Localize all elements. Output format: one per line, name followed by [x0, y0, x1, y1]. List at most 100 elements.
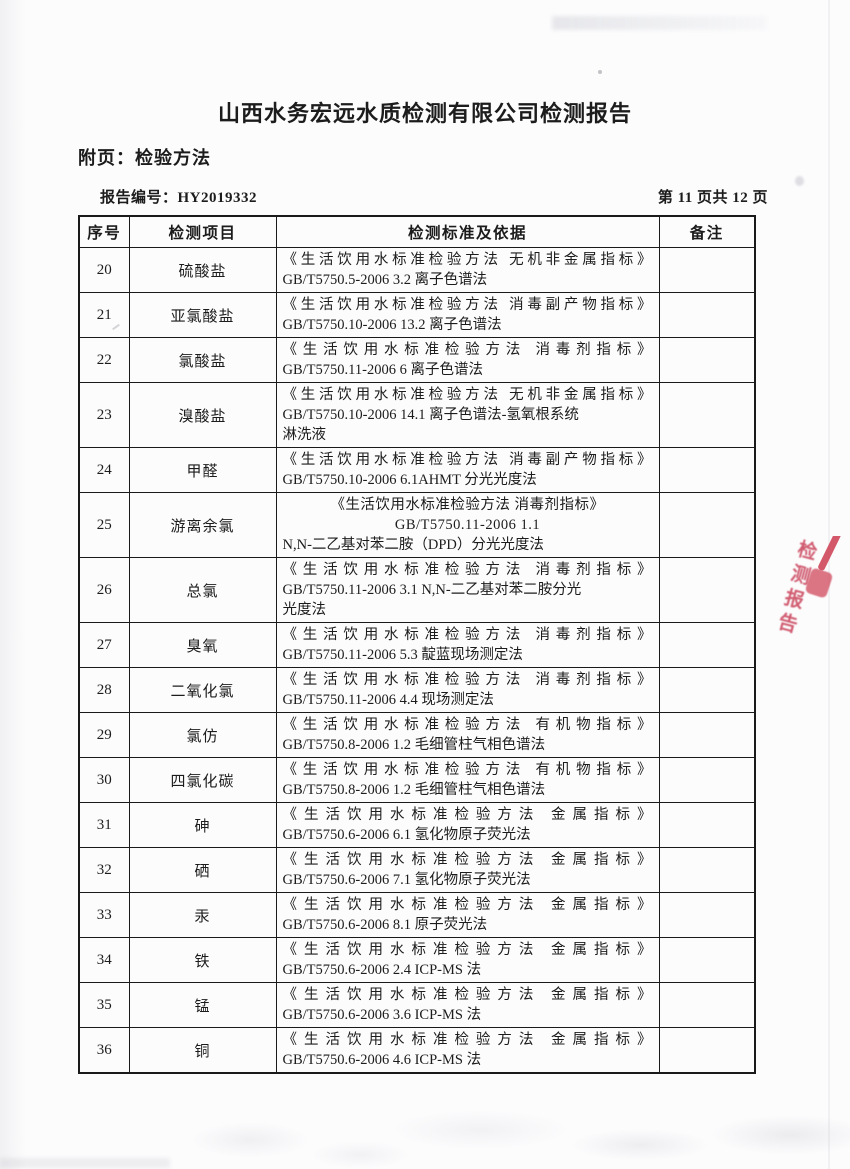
test-item-cell: 锰: [128, 982, 277, 1028]
note-cell: [658, 757, 756, 803]
test-item-cell: 臭氧: [128, 622, 277, 668]
standard-line: GB/T5750.6-2006 2.4 ICP-MS 法: [282, 962, 482, 978]
test-item-cell: 氯仿: [128, 712, 277, 758]
page-indicator: 第 11 页共 12 页: [657, 190, 768, 206]
table-row: 27 臭氧 《生活饮用水标准检验方法 消毒剂指标》 GB/T5750.11-2006 …: [78, 622, 756, 668]
row-number-cell: 26: [78, 557, 130, 623]
note-cell: [658, 667, 756, 713]
meta-row: 报告编号：HY2019332 第 11 页共 12 页: [78, 186, 768, 207]
table-row: 34 铁《生活饮用水标准检验方法 金属指标》 GB/T5750.6-2006 2.4…: [78, 937, 756, 983]
table-row: 29 氯仿 《生活饮用水标准检验方法 有机物指标》 GB/T5750.8-2006 1…: [78, 712, 756, 758]
row-number-cell: 36: [78, 1027, 130, 1074]
scan-smudge-bottom: [0, 1158, 170, 1168]
note-cell: [658, 247, 756, 293]
standard-line: 《生活饮用水标准检验方法 金属指标》: [282, 987, 653, 1003]
table-row: 35 锰《生活饮用水标准检验方法 金属指标》 GB/T5750.6-2006 3.6…: [78, 982, 756, 1028]
standard-line: GB/T5750.8-2006 1.2 毛细管柱气相色谱法: [282, 782, 546, 798]
test-item-cell: 汞: [128, 892, 277, 938]
test-item-cell: 游离余氯: [128, 492, 277, 558]
row-number-cell: 24: [78, 447, 130, 493]
row-number-cell: 33: [78, 892, 130, 938]
standard-cell: 《生活饮用水标准检验方法 无机非金属指标》 GB/T5750.10-2006 14…: [275, 382, 660, 448]
test-item-cell: 硒: [128, 847, 277, 893]
note-cell: [658, 712, 756, 758]
note-cell: [658, 382, 756, 448]
standard-line: GB/T5750.6-2006 6.1 氢化物原子荧光法: [282, 827, 531, 843]
table-row: 21 亚氯酸盐 《生活饮用水标准检验方法 消毒副产物指标》 GB/T5750.10-2…: [78, 292, 756, 338]
standard-line: GB/T5750.10-2006 14.1 离子色谱法-氢氧根系统: [282, 407, 579, 423]
standard-cell: 《生活饮用水标准检验方法 有机物指标》 GB/T5750.8-2006 1.2 毛…: [275, 712, 660, 758]
note-cell: [658, 557, 756, 623]
standard-line: GB/T5750.8-2006 1.2 毛细管柱气相色谱法: [282, 737, 546, 753]
note-cell: [658, 982, 756, 1028]
stamp-stroke: [817, 536, 842, 572]
table-row: 30 四氯化碳 《生活饮用水标准检验方法 有机物指标》 GB/T5750.8-2006…: [78, 757, 756, 803]
table-row: 24 甲醛 《生活饮用水标准检验方法 消毒副产物指标》 GB/T5750.10-200…: [78, 447, 756, 493]
row-number-cell: 32: [78, 847, 130, 893]
standard-cell: 《生活饮用水标准检验方法 消毒剂指标》 GB/T5750.11-2006 4.4 …: [275, 667, 660, 713]
standard-line: 《生活饮用水标准检验方法 无机非金属指标》: [282, 387, 653, 403]
standard-cell: 《生活饮用水标准检验方法 金属指标》 GB/T5750.6-2006 2.4 IC…: [275, 937, 660, 983]
standard-line: GB/T5750.6-2006 8.1 原子荧光法: [282, 917, 488, 933]
test-item-cell: 铜: [128, 1027, 277, 1074]
note-cell: [658, 337, 756, 383]
standard-line: GB/T5750.11-2006 6 离子色谱法: [282, 362, 483, 378]
note-cell: [658, 447, 756, 493]
red-stamp-fragment: 检测报告: [770, 536, 850, 712]
standard-cell: 《生活饮用水标准检验方法 金属指标》 GB/T5750.6-2006 7.1 氢化…: [275, 847, 660, 893]
stamp-blob: [804, 567, 834, 599]
standard-cell: 《生活饮用水标准检验方法 金属指标》 GB/T5750.6-2006 3.6 IC…: [275, 982, 660, 1028]
header-item: 检测项目: [128, 215, 277, 248]
standard-line: 《生活饮用水标准检验方法 金属指标》: [282, 807, 653, 823]
standard-line: 《生活饮用水标准检验方法 消毒剂指标》: [282, 627, 653, 643]
standard-line: 《生活饮用水标准检验方法 金属指标》: [282, 897, 653, 913]
standard-line: GB/T5750.10-2006 6.1AHMT 分光光度法: [282, 472, 537, 488]
table-row: 22 氯酸盐 《生活饮用水标准检验方法 消毒剂指标》 GB/T5750.11-2006…: [78, 337, 756, 383]
standard-line: GB/T5750.6-2006 3.6 ICP-MS 法: [282, 1007, 482, 1023]
standard-line: 《生活饮用水标准检验方法 消毒副产物指标》: [282, 452, 653, 468]
scan-line: [828, 0, 830, 1169]
table-row: 23 溴酸盐 《生活饮用水标准检验方法 无机非金属指标》 GB/T5750.10-20…: [78, 382, 756, 448]
table-row: 20 硫酸盐 《生活饮用水标准检验方法 无机非金属指标》 GB/T5750.5-200…: [78, 247, 756, 293]
standard-line: GB/T5750.11-2006 3.1 N,N-二乙基对苯二胺分光: [282, 582, 582, 598]
standard-line: 光度法: [282, 602, 327, 618]
row-number-cell: 28: [78, 667, 130, 713]
standard-cell: 《生活饮用水标准检验方法 金属指标》 GB/T5750.6-2006 8.1 原子…: [275, 892, 660, 938]
note-cell: [658, 847, 756, 893]
scan-speck: [598, 70, 602, 74]
standard-cell: 《生活饮用水标准检验方法 消毒剂指标》 GB/T5750.11-2006 5.3 …: [275, 622, 660, 668]
test-item-cell: 氯酸盐: [128, 337, 277, 383]
header-standard: 检测标准及依据: [275, 215, 660, 248]
row-number-cell: 31: [78, 802, 130, 848]
test-item-cell: 砷: [128, 802, 277, 848]
standard-cell: 《生活饮用水标准检验方法 消毒剂指标》 GB/T5750.11-2006 3.1 …: [275, 557, 660, 623]
standard-cell: 《生活饮用水标准检验方法 消毒剂指标》 GB/T5750.11-2006 6 离子…: [275, 337, 660, 383]
test-item-cell: 硫酸盐: [128, 247, 277, 293]
row-number-cell: 35: [78, 982, 130, 1028]
row-number-cell: 25: [78, 492, 130, 558]
standard-line: 《生活饮用水标准检验方法 消毒剂指标》: [282, 562, 653, 578]
standard-line: 淋洗液: [282, 427, 327, 443]
row-number-cell: 29: [78, 712, 130, 758]
note-cell: [658, 937, 756, 983]
standard-line: GB/T5750.10-2006 13.2 离子色谱法: [282, 317, 502, 333]
standard-cell: 《生活饮用水标准检验方法 无机非金属指标》 GB/T5750.5-2006 3.2…: [275, 247, 660, 293]
standard-cell: 《生活饮用水标准检验方法 金属指标》 GB/T5750.6-2006 4.6 IC…: [275, 1027, 660, 1074]
standard-line: N,N-二乙基对苯二胺（DPD）分光光度法: [282, 537, 544, 553]
table-header-row: 序号 检测项目 检测标准及依据 备注: [78, 215, 756, 248]
standard-line: 《生活饮用水标准检验方法 金属指标》: [282, 1032, 653, 1048]
note-cell: [658, 622, 756, 668]
note-cell: [658, 892, 756, 938]
row-number-cell: 23: [78, 382, 130, 448]
standard-line: 《生活饮用水标准检验方法 消毒副产物指标》: [282, 297, 653, 313]
scan-speck: [795, 176, 804, 186]
standard-line: 《生活饮用水标准检验方法 消毒剂指标》: [330, 497, 605, 513]
row-number-cell: 20: [78, 247, 130, 293]
standard-line: 《生活饮用水标准检验方法 金属指标》: [282, 852, 653, 868]
test-item-cell: 总氯: [128, 557, 277, 623]
standard-line: 《生活饮用水标准检验方法 有机物指标》: [282, 717, 653, 733]
note-cell: [658, 802, 756, 848]
test-item-cell: 亚氯酸盐: [128, 292, 277, 338]
row-number-cell: 22: [78, 337, 130, 383]
standard-cell: 《生活饮用水标准检验方法 金属指标》 GB/T5750.6-2006 6.1 氢化…: [275, 802, 660, 848]
